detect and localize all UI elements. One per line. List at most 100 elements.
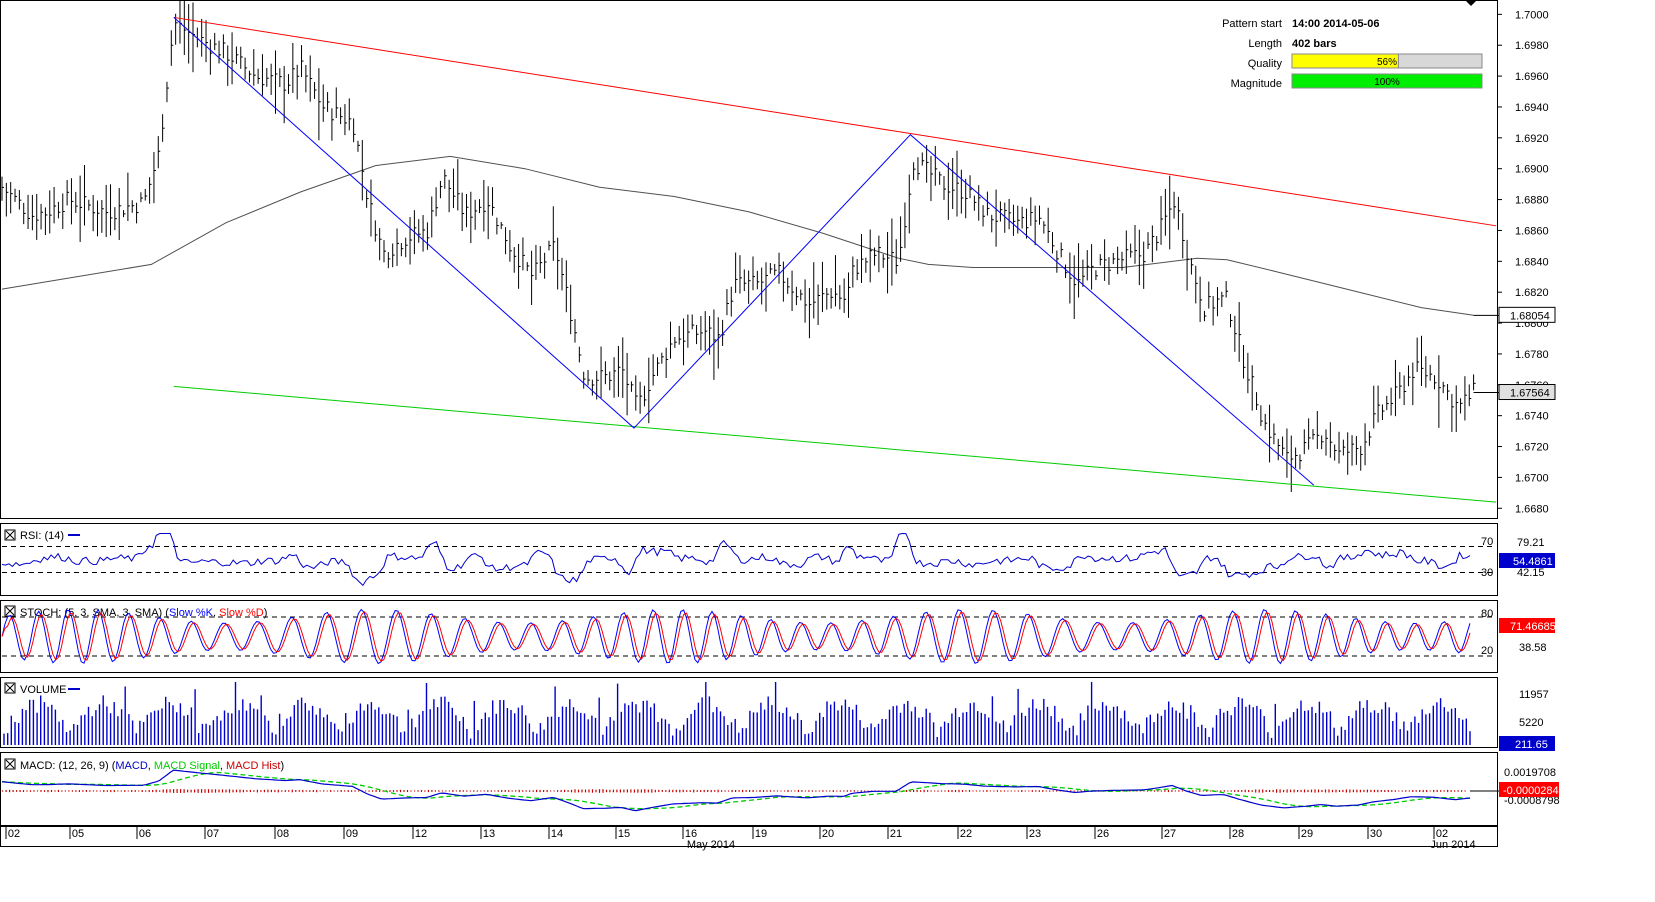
macd-hist-bar (417, 790, 419, 792)
price-tick-label: 1.6820 (1515, 287, 1549, 299)
macd-hist-bar (689, 790, 691, 792)
macd-hist-bar (1433, 789, 1435, 793)
stoch-header: STOCH: (5, 3, SMA, 3, SMA) (Slow %K, Slo… (4, 605, 267, 619)
macd-hist-bar (64, 790, 66, 792)
macd-hist-bar (2, 790, 4, 792)
stoch-tick-a: 38.58 (1519, 642, 1547, 654)
macd-hist-bar (525, 790, 527, 792)
macd-hist-bar (1324, 789, 1327, 793)
macd-hist-bar (951, 789, 953, 793)
macd-hist-bar (822, 790, 824, 792)
macd-hist-bar (1419, 790, 1421, 792)
macd-hist-bar (759, 789, 761, 792)
macd-hist-bar (1272, 790, 1274, 793)
macd-hist-bar (288, 790, 290, 792)
macd-hist-bar (427, 789, 429, 793)
macd-hist-bar (1380, 790, 1382, 792)
macd-hist-bar (846, 790, 848, 792)
macd-hist-bar (797, 789, 799, 793)
macd-hist-bar (372, 790, 374, 792)
macd-hist-bar (124, 790, 126, 792)
quality-percent: 56% (1377, 57, 1397, 68)
macd-hist-bar (452, 790, 454, 792)
macd-hist-bar (940, 790, 943, 792)
macd-hist-bar (204, 789, 206, 793)
macd-hist-bar (480, 790, 482, 792)
macd-hist-bar (1202, 790, 1204, 792)
macd-hist-bar (591, 789, 594, 793)
macd-hist-bar (972, 790, 974, 792)
macd-hist-bar (50, 789, 53, 792)
macd-hist-bar (522, 790, 524, 792)
macd-hist-bar (260, 790, 262, 792)
macd-hist-bar (1429, 790, 1431, 792)
macd-hist-bar (253, 790, 255, 792)
macd-hist-bar (1405, 790, 1407, 792)
macd-hist-bar (651, 789, 653, 793)
rsi-label: RSI: (14) (20, 530, 64, 542)
scroll-marker-icon[interactable] (1465, 0, 1477, 6)
macd-hist-bar (127, 790, 129, 792)
macd-hist-bar (906, 790, 908, 792)
macd-hist-bar (1136, 790, 1138, 792)
macd-hist-bar (1359, 789, 1361, 793)
macd-hist-bar (1223, 790, 1225, 792)
macd-hist-bar (459, 790, 461, 792)
macd-hist-bar (714, 790, 716, 792)
macd-hist-bar (504, 790, 506, 792)
time-tick-label: 09 (346, 828, 358, 840)
macd-hist-bar (326, 790, 328, 792)
macd-hist-bar (1447, 789, 1449, 793)
macd-hist-bar (375, 790, 377, 792)
time-tick-label: 27 (1164, 828, 1176, 840)
macd-hist-bar (1342, 789, 1344, 793)
macd-hist-bar (358, 790, 360, 792)
macd-hist-bar (602, 789, 604, 793)
time-tick-label: 26 (1097, 828, 1109, 840)
time-tick-label: 13 (483, 828, 495, 840)
volume-tick-b: 5220 (1519, 717, 1543, 729)
time-tick-label: 29 (1301, 828, 1313, 840)
macd-hist-bar (487, 790, 489, 792)
macd-hist-bar (1052, 790, 1054, 792)
macd-hist-bar (1366, 789, 1368, 793)
macd-hist-bar (1080, 790, 1082, 792)
macd-hist-bar (232, 789, 234, 793)
macd-hist-bar (291, 789, 293, 793)
macd-hist-bar (993, 790, 995, 792)
macd-hist-bar (1363, 789, 1365, 793)
stoch-value: 71.46685 (1510, 621, 1556, 633)
macd-hist-bar (843, 790, 845, 792)
macd-hist-bar (1461, 790, 1463, 792)
macd-hist-bar (1192, 790, 1194, 792)
macd-hist-bar (954, 790, 957, 793)
macd-hist-bar (1241, 790, 1243, 792)
length-value: 402 bars (1292, 38, 1337, 50)
macd-hist-bar (1230, 790, 1232, 792)
macd-hist-bar (1314, 789, 1316, 793)
macd-hist-bar (1146, 790, 1149, 792)
macd-header: MACD: (12, 26, 9) (MACD, MACD Signal, MA… (4, 758, 284, 772)
time-tick-label: 07 (207, 828, 219, 840)
macd-hist-bar (825, 790, 827, 792)
macd-hist-bar (783, 790, 786, 792)
macd-hist-bar (1031, 790, 1033, 792)
macd-hist-bar (1297, 790, 1299, 793)
macd-hist-bar (1251, 790, 1253, 792)
macd-hist-bar (735, 790, 737, 792)
macd-hist-bar (1440, 790, 1442, 792)
macd-hist-bar (1188, 790, 1190, 792)
macd-hist-bar (113, 790, 115, 793)
macd-hist-bar (103, 790, 105, 793)
macd-hist-bar (47, 789, 49, 793)
macd-hist-bar (99, 790, 101, 792)
macd-hist-bar (934, 790, 936, 792)
macd-hist-bar (155, 789, 157, 793)
macd-hist-bar (710, 789, 712, 793)
macd-hist-bar (633, 789, 635, 793)
macd-hist-bar (637, 789, 639, 793)
macd-tick-b: -0.0008798 (1504, 795, 1560, 807)
time-tick-label: 23 (1029, 828, 1041, 840)
pattern-lines (173, 16, 1497, 503)
rsi-value-box (1499, 553, 1555, 568)
